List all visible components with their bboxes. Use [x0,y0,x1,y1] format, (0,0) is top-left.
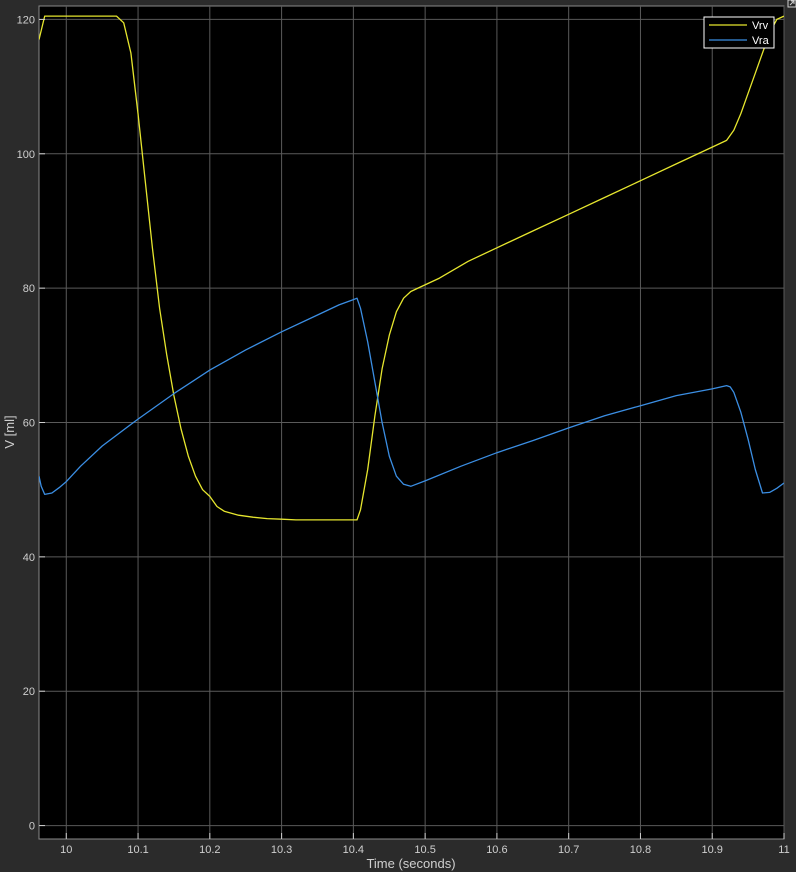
legend-box [703,16,775,49]
y-tick-label: 60 [23,418,35,430]
y-tick-label: 80 [23,283,35,295]
y-tick-label: 20 [23,686,35,698]
series-line-vrv [39,15,784,521]
corner-icon[interactable] [787,0,796,8]
x-tick-label: 10.5 [414,844,435,856]
y-tick-label: 100 [17,149,35,161]
series-line-vra [39,297,784,496]
legend: Vrv Vra [703,16,775,49]
x-tick-label: 10.2 [199,844,220,856]
x-tick-label: 10.8 [630,844,651,856]
x-tick-label: 10.6 [486,844,507,856]
y-tick-label: 40 [23,552,35,564]
x-tick-label: 10.7 [558,844,579,856]
y-tick-label: 0 [29,821,35,833]
x-tick-label: 10.9 [702,844,723,856]
x-tick-label: 10.3 [271,844,292,856]
legend-entry-vra: Vra [752,35,770,47]
x-axis-ticks: 10 10.1 10.2 10.3 10.4 10.5 10.6 10.7 10.8 10.9 11 [60,833,790,856]
y-tick-label: 120 [17,14,35,26]
x-tick-label: 10.1 [127,844,148,856]
legend-entry-vrv: Vrv [752,20,769,32]
grid-lines [39,6,785,839]
series-layer [39,15,784,521]
y-axis-ticks: 0 20 40 60 80 100 120 [17,14,45,833]
x-tick-label: 10.4 [343,844,364,856]
x-tick-label: 11 [778,844,789,856]
x-tick-label: 10 [60,844,72,856]
x-axis-label: Time (seconds) [366,856,455,871]
y-axis-label: V [ml] [2,415,17,448]
